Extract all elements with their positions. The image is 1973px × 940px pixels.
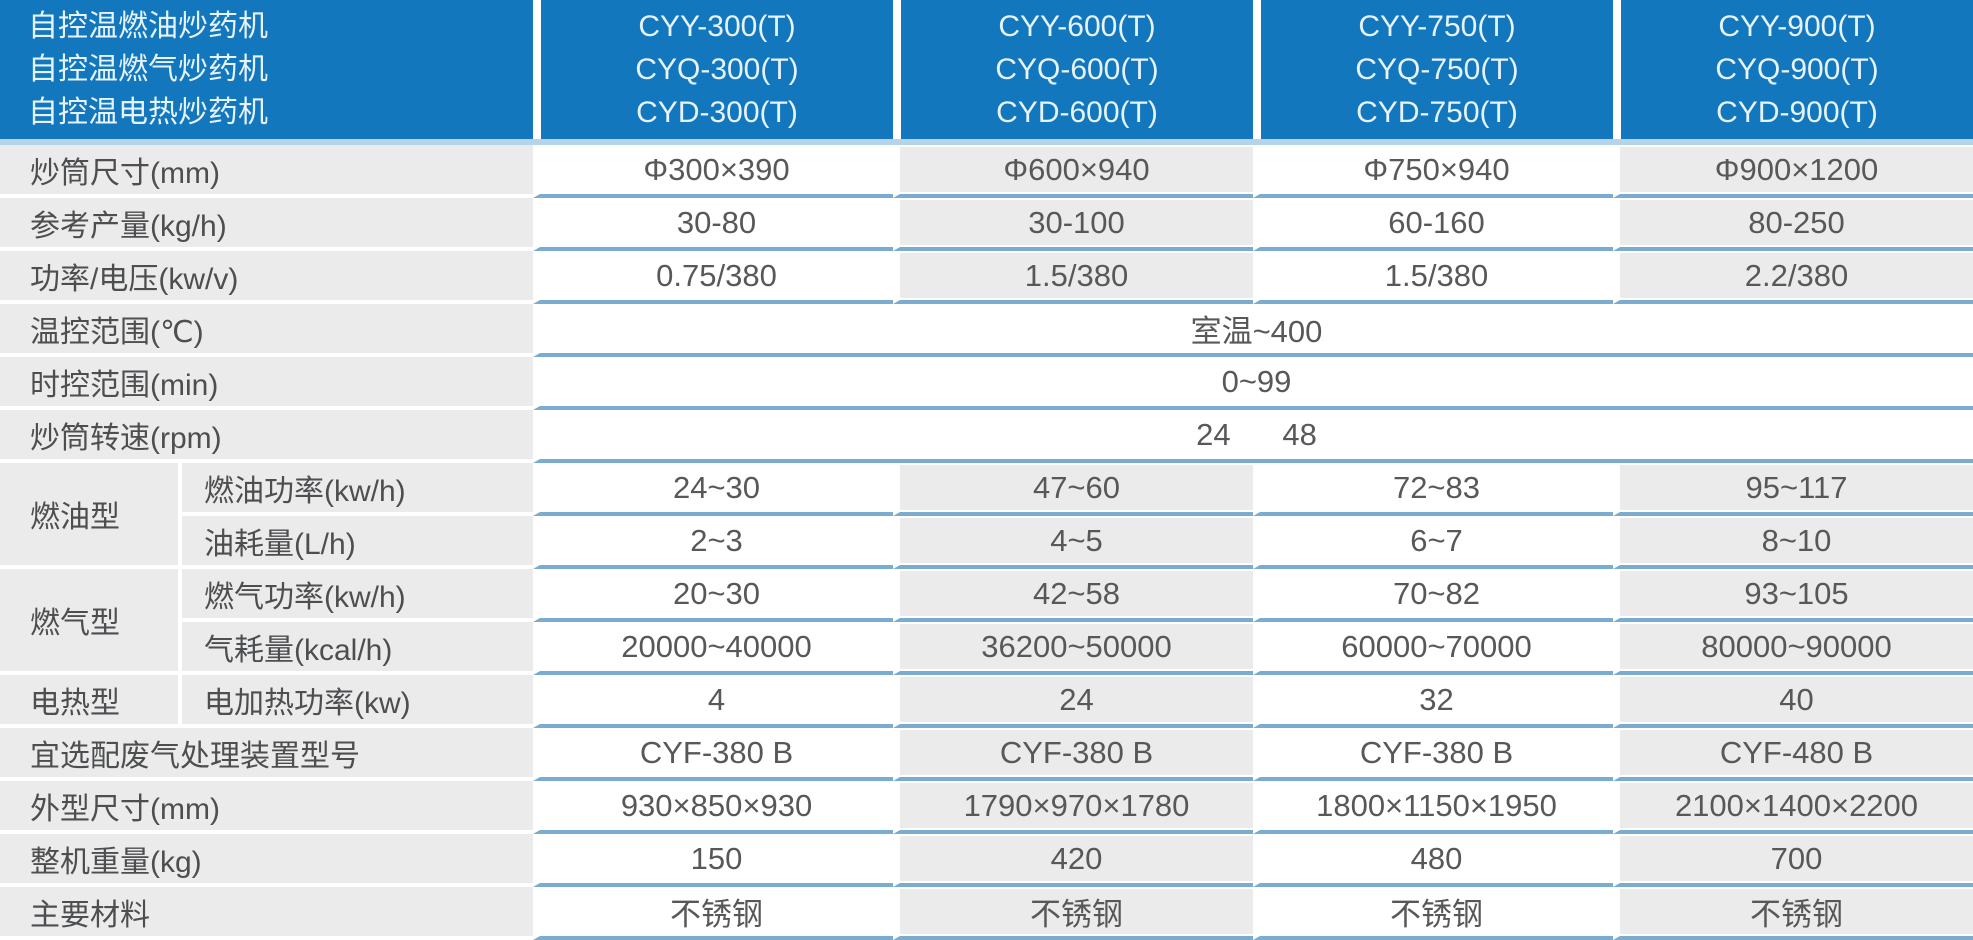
value-cell: 不锈钢: [1253, 887, 1613, 940]
row-label-cell: 功率/电压(kw/v): [0, 251, 533, 304]
sub-label-cell: 燃气功率(kw/h): [178, 569, 533, 622]
group-label-cell: 燃气型: [0, 569, 178, 675]
header-model-column: CYY-300(T) CYQ-300(T) CYD-300(T): [533, 0, 893, 139]
group-label-cell: 燃油型: [0, 463, 178, 569]
sub-label-cell: 气耗量(kcal/h): [178, 622, 533, 675]
value-cell: 2100×1400×2200: [1613, 781, 1973, 834]
value-cell: 32: [1253, 675, 1613, 728]
value-cell: 不锈钢: [1613, 887, 1973, 940]
value-cell: 20000~40000: [533, 622, 893, 675]
table-header: 自控温燃油炒药机 自控温燃气炒药机 自控温电热炒药机 CYY-300(T) CYQ-3…: [0, 0, 1973, 145]
sub-label-cell: 油耗量(L/h): [178, 516, 533, 569]
value-cell: 700: [1613, 834, 1973, 887]
value-cell: 80-250: [1613, 198, 1973, 251]
product-title-line: 自控温燃油炒药机: [28, 10, 268, 43]
value-cell: 480: [1253, 834, 1613, 887]
model-name-line: CYQ-750(T): [1355, 53, 1519, 86]
row-label-cell: 宜选配废气处理装置型号: [0, 728, 533, 781]
value-cell: CYF-480 B: [1613, 728, 1973, 781]
value-cell: 24: [893, 675, 1253, 728]
merged-value-cell: 室温~400: [533, 304, 1973, 357]
model-name-line: CYQ-900(T): [1715, 53, 1879, 86]
row-label-cell: 炒筒转速(rpm): [0, 410, 533, 463]
value-cell: 20~30: [533, 569, 893, 622]
header-model-column: CYY-600(T) CYQ-600(T) CYD-600(T): [893, 0, 1253, 139]
value-cell: 60000~70000: [1253, 622, 1613, 675]
header-model-column: CYY-750(T) CYQ-750(T) CYD-750(T): [1253, 0, 1613, 139]
row-label-cell: 参考产量(kg/h): [0, 198, 533, 251]
value-cell: 72~83: [1253, 463, 1613, 516]
row-label-cell: 时控范围(min): [0, 357, 533, 410]
group-label-cell: 电热型: [0, 675, 178, 728]
header-model-column: CYY-900(T) CYQ-900(T) CYD-900(T): [1613, 0, 1973, 139]
value-cell: 95~117: [1613, 463, 1973, 516]
model-name-line: CYY-900(T): [1718, 10, 1876, 43]
product-title-line: 自控温电热炒药机: [28, 96, 268, 129]
merged-value-cell: 0~99: [533, 357, 1973, 410]
value-cell: Φ900×1200: [1613, 145, 1973, 198]
value-cell: 47~60: [893, 463, 1253, 516]
value-cell: 42~58: [893, 569, 1253, 622]
model-name-line: CYY-750(T): [1358, 10, 1516, 43]
value-cell: Φ300×390: [533, 145, 893, 198]
value-cell: 4~5: [893, 516, 1253, 569]
value-cell: 150: [533, 834, 893, 887]
row-label-cell: 整机重量(kg): [0, 834, 533, 887]
model-name-line: CYY-300(T): [638, 10, 796, 43]
value-cell: 70~82: [1253, 569, 1613, 622]
value-cell: CYF-380 B: [533, 728, 893, 781]
value-cell: Φ600×940: [893, 145, 1253, 198]
value-cell: CYF-380 B: [893, 728, 1253, 781]
product-title-line: 自控温燃气炒药机: [28, 53, 268, 86]
value-cell: 不锈钢: [533, 887, 893, 940]
value-cell: 不锈钢: [893, 887, 1253, 940]
sub-label-cell: 燃油功率(kw/h): [178, 463, 533, 516]
row-label-cell: 温控范围(℃): [0, 304, 533, 357]
model-name-line: CYD-600(T): [996, 96, 1158, 129]
value-cell: 1790×970×1780: [893, 781, 1253, 834]
model-name-line: CYD-750(T): [1356, 96, 1518, 129]
value-cell: Φ750×940: [1253, 145, 1613, 198]
model-name-line: CYD-300(T): [636, 96, 798, 129]
sub-label-cell: 电加热功率(kw): [178, 675, 533, 728]
header-product-titles: 自控温燃油炒药机 自控温燃气炒药机 自控温电热炒药机: [0, 0, 533, 139]
value-cell: 1.5/380: [893, 251, 1253, 304]
value-cell: 4: [533, 675, 893, 728]
model-name-line: CYD-900(T): [1716, 96, 1878, 129]
value-cell: 0.75/380: [533, 251, 893, 304]
value-cell: 6~7: [1253, 516, 1613, 569]
value-cell: 93~105: [1613, 569, 1973, 622]
row-label-cell: 炒筒尺寸(mm): [0, 145, 533, 198]
value-cell: 36200~50000: [893, 622, 1253, 675]
value-cell: 80000~90000: [1613, 622, 1973, 675]
value-cell: 30-80: [533, 198, 893, 251]
row-label-cell: 主要材料: [0, 887, 533, 940]
row-label-cell: 外型尺寸(mm): [0, 781, 533, 834]
value-cell: 24~30: [533, 463, 893, 516]
value-cell: 420: [893, 834, 1253, 887]
value-cell: 2~3: [533, 516, 893, 569]
value-cell: 40: [1613, 675, 1973, 728]
merged-value-cell: 24 48: [533, 410, 1973, 463]
model-name-line: CYQ-600(T): [995, 53, 1159, 86]
value-cell: 8~10: [1613, 516, 1973, 569]
value-cell: 1800×1150×1950: [1253, 781, 1613, 834]
model-name-line: CYQ-300(T): [635, 53, 799, 86]
value-cell: 1.5/380: [1253, 251, 1613, 304]
model-name-line: CYY-600(T): [998, 10, 1156, 43]
value-cell: 2.2/380: [1613, 251, 1973, 304]
table-body: 炒筒尺寸(mm) Φ300×390 Φ600×940 Φ750×940 Φ900×120…: [0, 145, 1973, 940]
value-cell: 930×850×930: [533, 781, 893, 834]
value-cell: CYF-380 B: [1253, 728, 1613, 781]
value-cell: 60-160: [1253, 198, 1613, 251]
value-cell: 30-100: [893, 198, 1253, 251]
